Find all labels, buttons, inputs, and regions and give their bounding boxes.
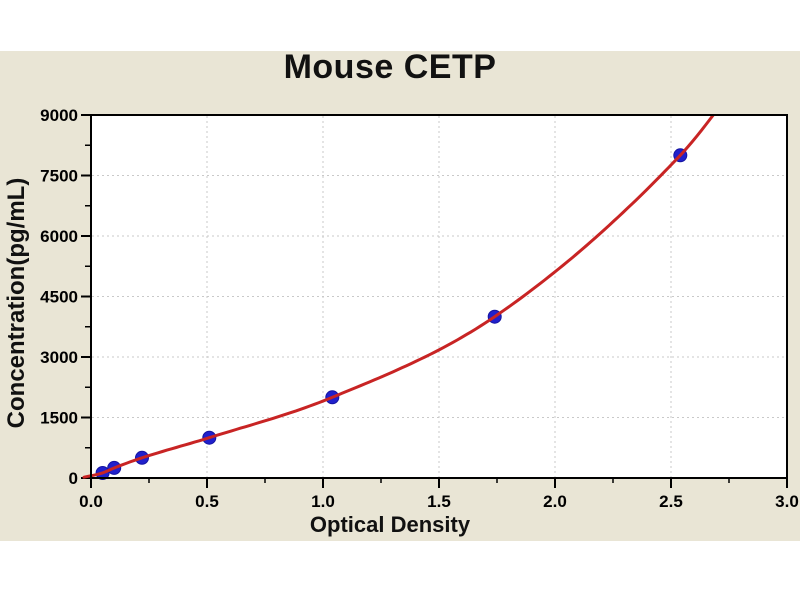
y-tick-label: 7500	[40, 167, 78, 186]
chart-title: Mouse CETP	[283, 48, 497, 86]
plot-frame	[90, 114, 788, 479]
fitted-curve	[82, 114, 716, 479]
x-axis-title: Optical Density	[309, 512, 471, 537]
x-tick-label: 1.0	[311, 492, 335, 511]
x-tick-label: 0.5	[195, 492, 219, 511]
x-tick-label: 2.5	[659, 492, 683, 511]
x-tick-label: 1.5	[427, 492, 451, 511]
y-axis-title: Concentration(pg/mL)	[3, 177, 30, 429]
y-tick-label: 0	[69, 469, 78, 488]
y-tick-label: 3000	[40, 348, 78, 367]
x-tick-label: 0.0	[79, 492, 103, 511]
y-tick-label: 1500	[40, 409, 78, 428]
x-tick-label: 2.0	[543, 492, 567, 511]
y-tick-label: 6000	[40, 227, 78, 246]
y-tick-label: 9000	[40, 106, 78, 125]
x-tick-label: 3.0	[775, 492, 799, 511]
y-tick-label: 4500	[40, 288, 78, 307]
